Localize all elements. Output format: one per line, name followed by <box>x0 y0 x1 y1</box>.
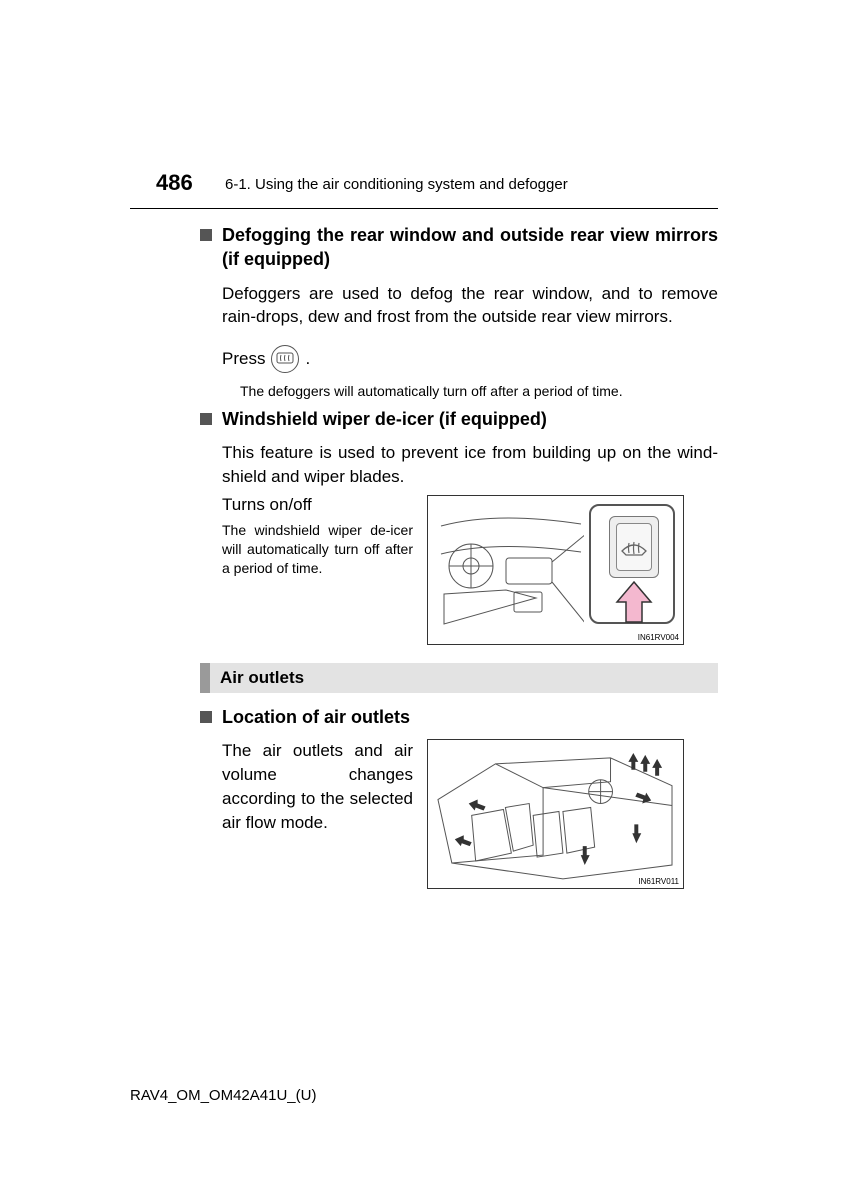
section3-title: Location of air outlets <box>222 705 718 729</box>
dashboard-sketch-icon <box>436 506 584 634</box>
page-header: 486 6-1. Using the air conditioning syst… <box>130 170 718 200</box>
deicer-button-graphic <box>609 516 659 578</box>
content: Defogging the rear window and outside re… <box>130 209 718 889</box>
section2-columns: Turns on/off The windshield wiper de-ice… <box>222 495 718 645</box>
section2-left: Turns on/off The windshield wiper de-ice… <box>222 495 427 645</box>
section-bar-label: Air outlets <box>210 663 718 693</box>
square-bullet-icon <box>200 229 212 241</box>
section1-title: Defogging the rear window and outside re… <box>222 223 718 272</box>
rear-defogger-button-icon <box>271 345 299 373</box>
footer-code: RAV4_OM_OM42A41U_(U) <box>130 1087 316 1104</box>
section-bar-stripe <box>200 663 210 693</box>
square-bullet-icon <box>200 413 212 425</box>
section1-note: The defoggers will automatically turn of… <box>240 383 718 399</box>
figure-air-outlets: IN61RV011 <box>427 739 684 889</box>
deicer-button-inner <box>616 523 652 571</box>
section-bar-air-outlets: Air outlets <box>200 663 718 693</box>
square-bullet-icon <box>200 711 212 723</box>
page-number: 486 <box>156 170 193 196</box>
section2-title: Windshield wiper de-icer (if equipped) <box>222 407 718 431</box>
figure1-code: IN61RV004 <box>638 633 679 642</box>
windshield-heat-icon <box>620 537 648 557</box>
interior-sketch-icon <box>434 746 677 883</box>
section2-body: This feature is used to prevent ice from… <box>222 441 718 489</box>
press-label: Press <box>222 349 265 369</box>
press-period: . <box>305 349 310 369</box>
arrow-up-icon <box>615 580 653 624</box>
section3-body: The air outlets and air volume changes a… <box>222 739 413 834</box>
figure2-code: IN61RV011 <box>638 877 679 886</box>
chapter-title: 6-1. Using the air conditioning system a… <box>225 176 568 193</box>
figure-deicer-button: IN61RV004 <box>427 495 684 645</box>
page: 486 6-1. Using the air conditioning syst… <box>0 0 848 1200</box>
section-deicer: Windshield wiper de-icer (if equipped) <box>200 407 718 431</box>
section2-note: The windshield wiper de-icer will automa… <box>222 521 413 578</box>
section-air-outlets: Location of air outlets <box>200 705 718 729</box>
callout-box <box>589 504 675 624</box>
section2-sub: Turns on/off <box>222 495 413 515</box>
section1-body: Defoggers are used to defog the rear win… <box>222 282 718 330</box>
section3-left: The air outlets and air volume changes a… <box>222 739 427 889</box>
section-defogging: Defogging the rear window and outside re… <box>200 223 718 272</box>
section3-columns: The air outlets and air volume changes a… <box>222 739 718 889</box>
press-instruction: Press . <box>222 345 718 373</box>
